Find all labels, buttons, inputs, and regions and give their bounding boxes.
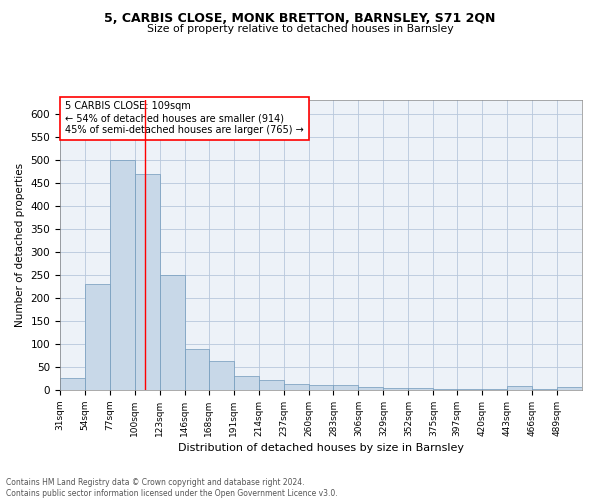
Bar <box>259 380 284 390</box>
Text: Size of property relative to detached houses in Barnsley: Size of property relative to detached ho… <box>146 24 454 34</box>
Text: 5, CARBIS CLOSE, MONK BRETTON, BARNSLEY, S71 2QN: 5, CARBIS CLOSE, MONK BRETTON, BARNSLEY,… <box>104 12 496 26</box>
Bar <box>185 348 209 390</box>
Bar <box>110 160 135 390</box>
Bar <box>557 387 582 390</box>
Bar <box>507 386 532 390</box>
Text: 5 CARBIS CLOSE: 109sqm
← 54% of detached houses are smaller (914)
45% of semi-de: 5 CARBIS CLOSE: 109sqm ← 54% of detached… <box>65 102 304 134</box>
X-axis label: Distribution of detached houses by size in Barnsley: Distribution of detached houses by size … <box>178 443 464 453</box>
Bar <box>532 389 557 390</box>
Bar <box>334 386 358 390</box>
Bar <box>85 284 110 390</box>
Bar <box>209 361 233 390</box>
Bar <box>160 275 185 390</box>
Bar <box>457 388 482 390</box>
Bar <box>358 387 383 390</box>
Bar <box>60 378 85 390</box>
Bar <box>482 388 507 390</box>
Y-axis label: Number of detached properties: Number of detached properties <box>15 163 25 327</box>
Bar <box>433 388 457 390</box>
Text: Contains HM Land Registry data © Crown copyright and database right 2024.
Contai: Contains HM Land Registry data © Crown c… <box>6 478 338 498</box>
Bar <box>233 376 259 390</box>
Bar <box>135 174 160 390</box>
Bar <box>284 384 308 390</box>
Bar <box>308 385 334 390</box>
Bar <box>409 388 433 390</box>
Bar <box>383 388 409 390</box>
